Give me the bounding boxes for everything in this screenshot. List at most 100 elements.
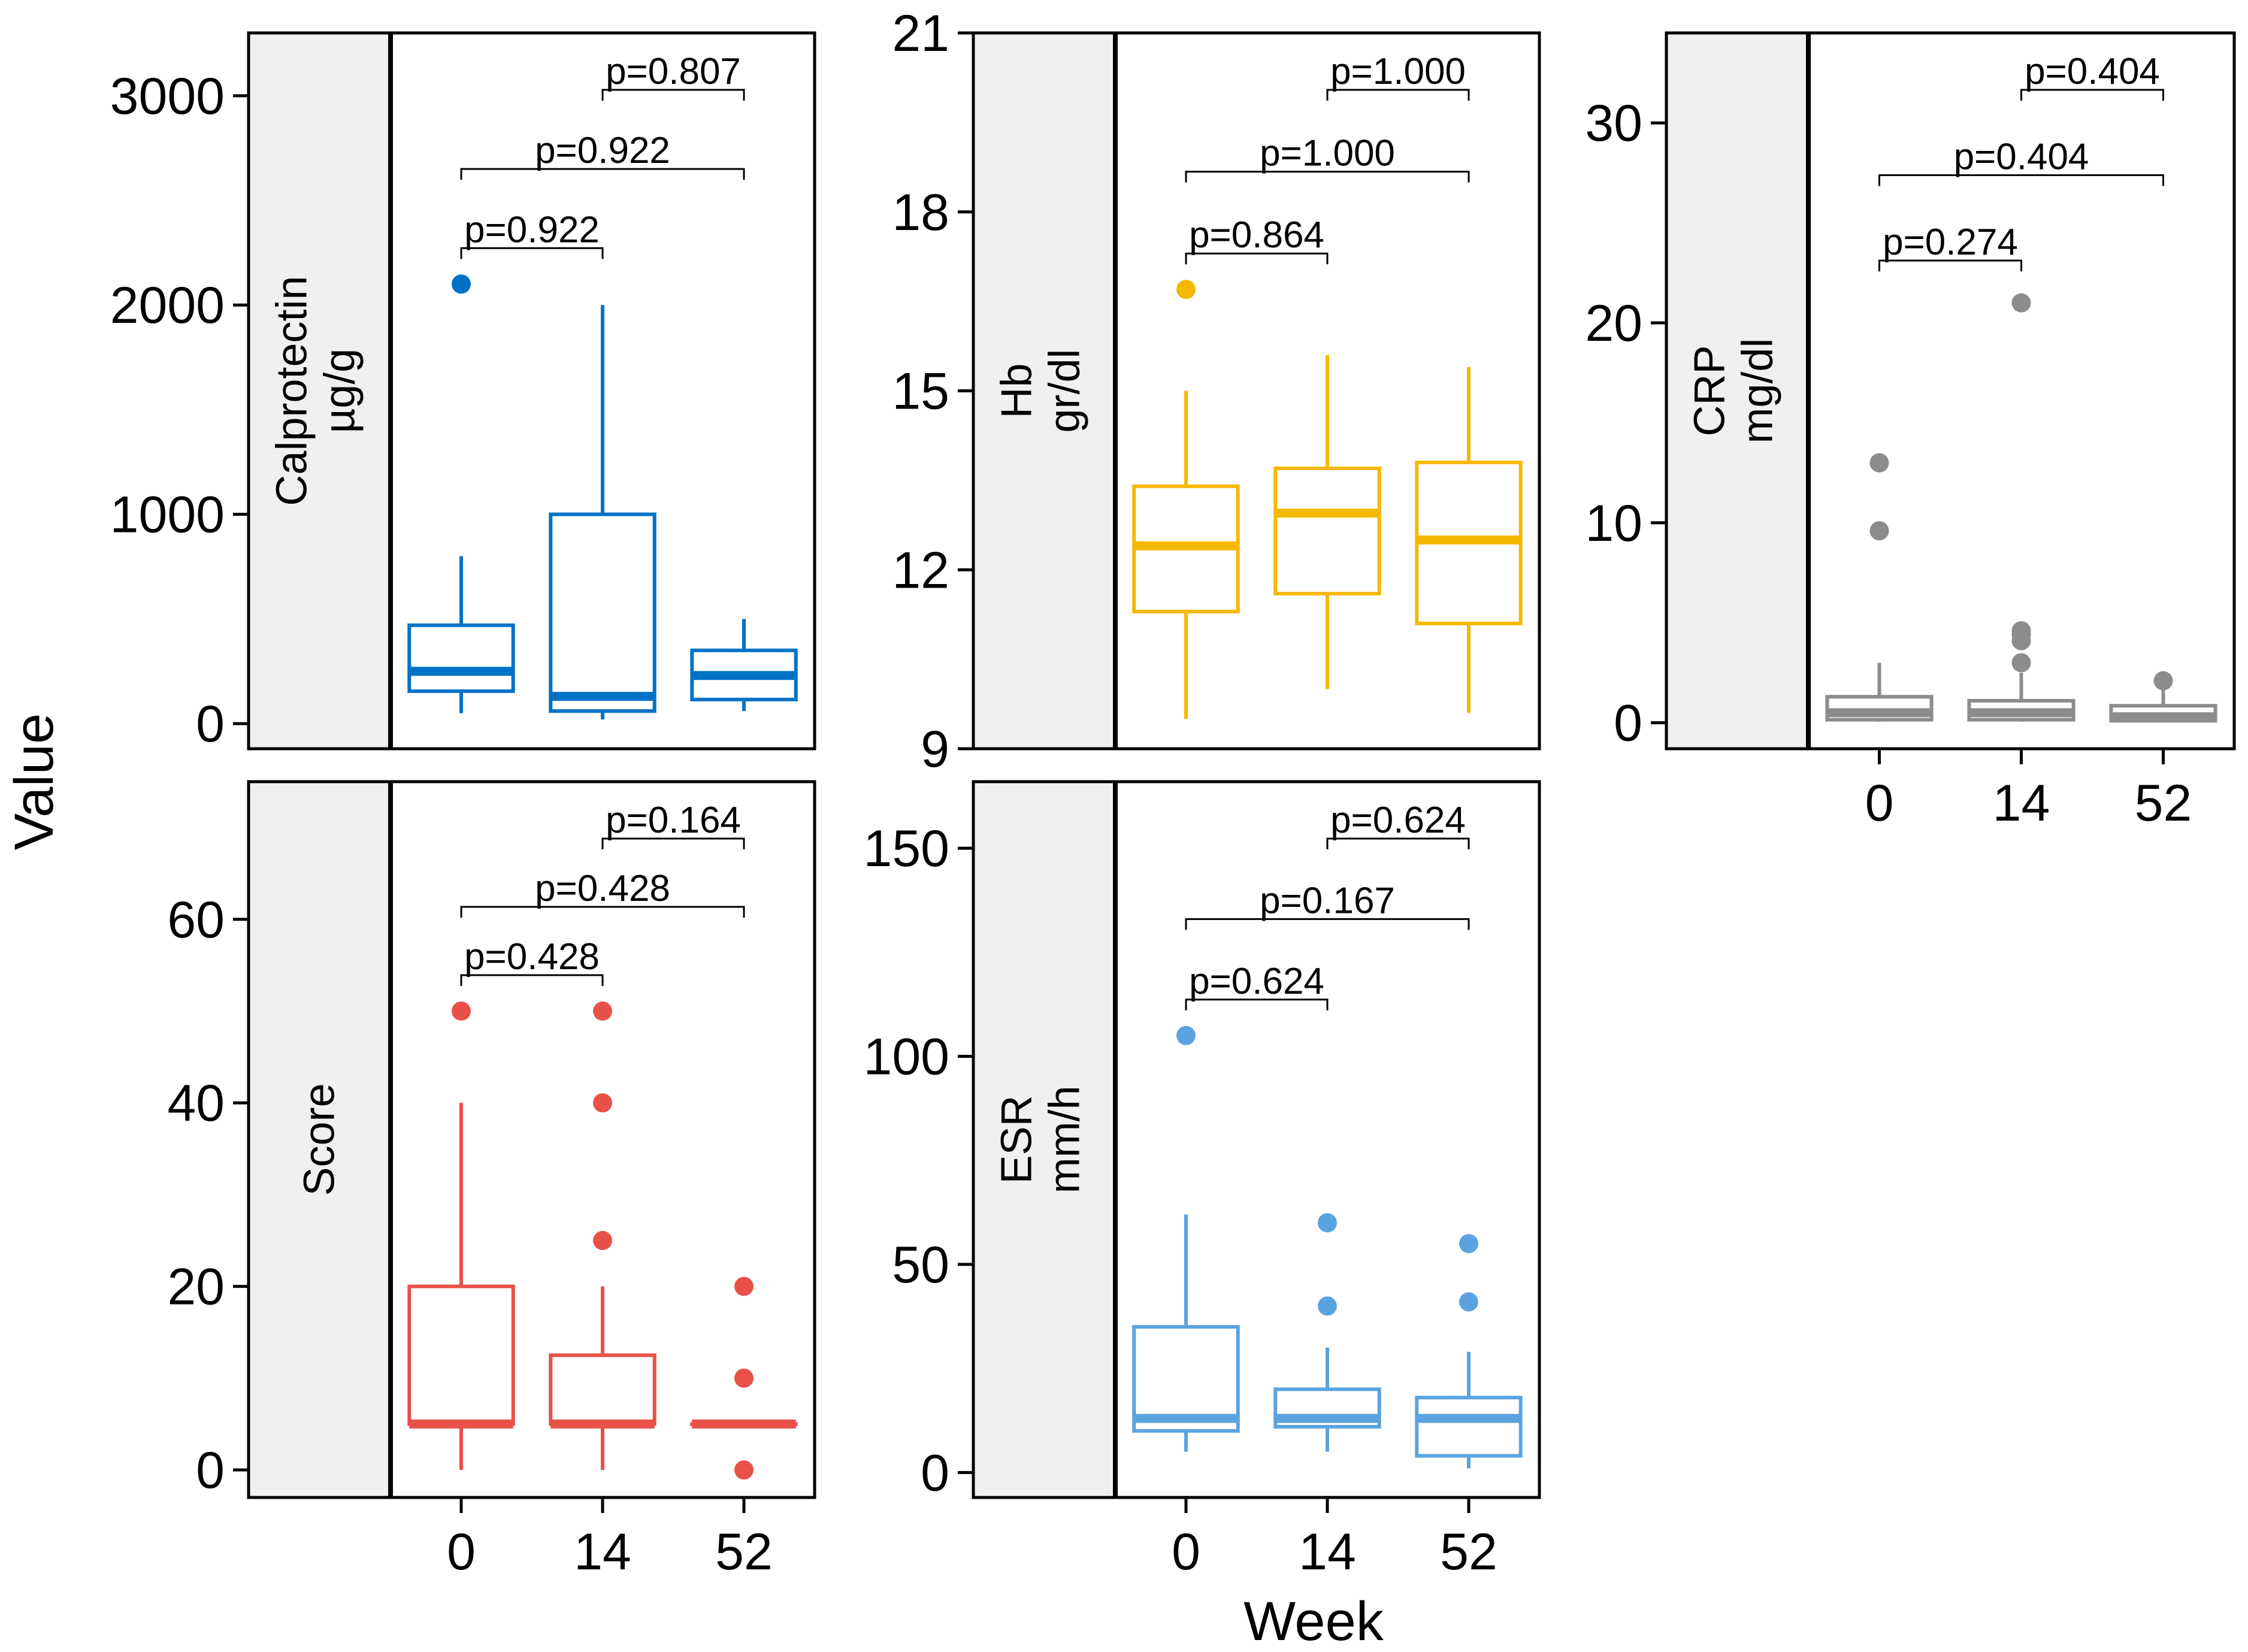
outlier-point xyxy=(1459,1292,1478,1312)
x-axis-title: Week xyxy=(1243,1591,1384,1652)
p-value-label: p=0.922 xyxy=(535,130,670,171)
facet-title: CRP xyxy=(1686,345,1734,436)
x-tick-label: 14 xyxy=(1993,774,2050,832)
outlier-point xyxy=(593,1093,612,1113)
bracket-line xyxy=(1185,999,1329,1010)
outlier-point xyxy=(1318,1296,1337,1316)
comparison-bracket: p=0.404 xyxy=(2020,51,2164,101)
comparison-bracket: p=0.164 xyxy=(601,800,745,849)
bracket-line xyxy=(460,168,745,180)
p-value-label: p=0.624 xyxy=(1189,961,1324,1002)
p-value-label: p=0.167 xyxy=(1260,880,1395,921)
iqr-box xyxy=(407,1284,515,1426)
outlier-point xyxy=(1176,1025,1196,1045)
y-tick-label: 21 xyxy=(892,5,949,62)
iqr-box xyxy=(1415,1396,1523,1458)
y-tick-label: 3000 xyxy=(110,68,225,125)
p-value-label: p=0.428 xyxy=(535,868,670,909)
outlier-point xyxy=(593,1002,612,1021)
box-score-week-52 xyxy=(690,1276,798,1480)
iqr-box xyxy=(549,1353,656,1426)
comparison-bracket: p=0.807 xyxy=(601,51,745,101)
x-tick-label: 52 xyxy=(1440,1523,1497,1581)
outlier-point xyxy=(1459,1234,1478,1254)
y-tick-label: 150 xyxy=(864,820,950,878)
panel-border xyxy=(247,31,816,751)
outlier-point xyxy=(1176,280,1196,299)
box-crp-week-52 xyxy=(2109,671,2217,723)
box-score-week-14 xyxy=(549,1002,656,1471)
y-tick-label: 60 xyxy=(167,891,225,949)
iqr-box xyxy=(549,512,656,713)
box-esr-week-0 xyxy=(1132,1025,1240,1452)
outlier-point xyxy=(2011,621,2031,641)
y-tick-label: 12 xyxy=(892,541,949,599)
x-tick-label: 14 xyxy=(1299,1523,1356,1581)
panel-crp: CRP mg/dl 0 10 20 30 p=0.274 p=0.404 p=0.404 0 14 5… xyxy=(1585,31,2236,832)
comparison-bracket: p=1.000 xyxy=(1185,133,1470,183)
p-value-label: p=1.000 xyxy=(1260,133,1395,174)
bracket-line xyxy=(1185,171,1470,183)
outlier-point xyxy=(734,1276,754,1296)
outlier-point xyxy=(734,1460,754,1480)
facet-unit: gr/dl xyxy=(1041,349,1089,432)
facet-unit: mm/h xyxy=(1041,1086,1089,1194)
box-esr-week-14 xyxy=(1273,1213,1381,1452)
outlier-point xyxy=(452,1002,471,1021)
y-tick-label: 0 xyxy=(921,1444,949,1502)
comparison-bracket: p=0.167 xyxy=(1185,880,1470,930)
bracket-line xyxy=(2020,89,2164,101)
bracket-line xyxy=(601,89,745,101)
outlier-point xyxy=(2011,293,2031,313)
comparison-bracket: p=0.922 xyxy=(460,209,604,259)
bracket-line xyxy=(1326,89,1470,101)
y-tick-label: 10 xyxy=(1585,495,1642,552)
bracket-line xyxy=(460,974,604,987)
facet-strip xyxy=(249,782,391,1497)
outlier-point xyxy=(734,1368,754,1388)
bracket-line xyxy=(1185,918,1470,930)
comparison-bracket: p=0.404 xyxy=(1878,137,2164,186)
box-esr-week-52 xyxy=(1415,1234,1523,1469)
p-value-label: p=0.922 xyxy=(464,209,600,250)
box-calprotectin-week-52 xyxy=(690,619,798,712)
y-tick-label: 50 xyxy=(892,1236,949,1294)
y-tick-label: 18 xyxy=(892,184,949,241)
p-value-label: p=0.404 xyxy=(1954,137,2089,178)
comparison-bracket: p=1.000 xyxy=(1326,51,1470,101)
facet-strip xyxy=(973,782,1115,1497)
p-value-label: p=0.404 xyxy=(2025,51,2160,92)
panel-esr: ESR mm/h 0 50 100 150 p=0.624 p=0.167 p=0.624 0 14… xyxy=(864,780,1541,1581)
bracket-line xyxy=(460,247,604,259)
facet-title: Calprotectin xyxy=(268,276,316,506)
bracket-line xyxy=(601,837,745,849)
x-tick-label: 14 xyxy=(574,1523,631,1581)
facet-strip xyxy=(973,33,1115,749)
comparison-bracket: p=0.428 xyxy=(460,868,745,918)
p-value-label: p=0.428 xyxy=(464,936,600,978)
bracket-line xyxy=(1878,259,2022,271)
comparison-bracket: p=0.274 xyxy=(1878,222,2022,271)
panel-border xyxy=(972,780,1541,1499)
iqr-box xyxy=(407,623,515,693)
panel-hb: Hb gr/dl 9 12 15 18 21 p=0.864 p=1.000 p=1.000 xyxy=(892,5,1541,778)
facet-unit: µg/g xyxy=(316,349,364,434)
box-hb-week-0 xyxy=(1132,280,1240,719)
y-tick-label: 0 xyxy=(196,1442,225,1499)
panel-calprotectin: Calprotectin µg/g 0 1000 2000 3000 p=0.922 p=0.… xyxy=(110,31,816,753)
x-tick-label: 52 xyxy=(2135,774,2192,832)
box-crp-week-14 xyxy=(1967,293,2075,722)
p-value-label: p=0.807 xyxy=(606,51,741,92)
y-tick-label: 0 xyxy=(1614,695,1642,752)
p-value-label: p=0.274 xyxy=(1883,222,2018,263)
panel-score: Score 0 20 40 60 p=0.428 p=0.428 p=0.164 0 14 52 xyxy=(167,780,816,1581)
facet-title: Hb xyxy=(993,363,1041,418)
y-tick-label: 40 xyxy=(167,1075,225,1132)
y-tick-label: 15 xyxy=(892,363,949,420)
iqr-box xyxy=(1273,466,1381,596)
panel-border xyxy=(972,31,1541,751)
facet-title: ESR xyxy=(993,1095,1041,1184)
panel-border xyxy=(247,780,816,1499)
p-value-label: p=0.864 xyxy=(1189,214,1324,256)
